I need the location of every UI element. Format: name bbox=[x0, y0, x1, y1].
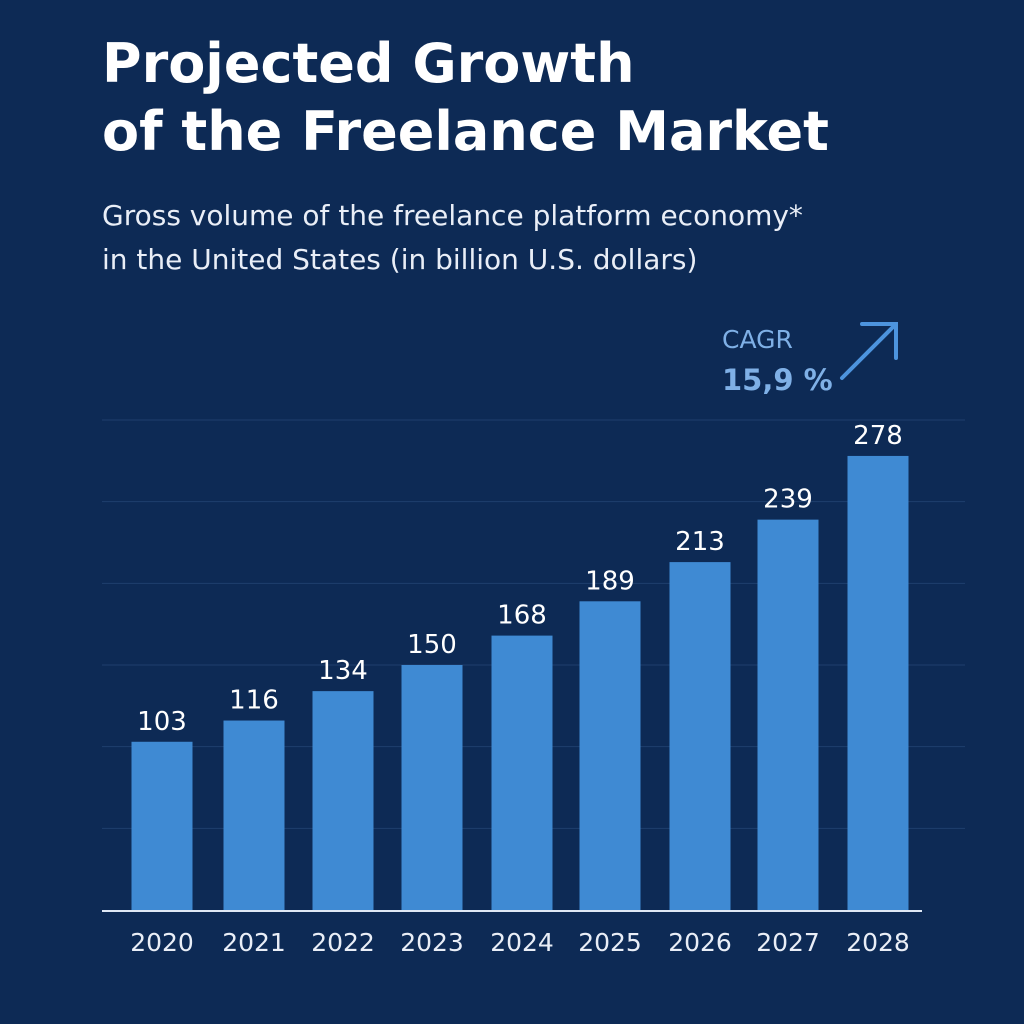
bar-2023 bbox=[401, 665, 463, 910]
data-label-2025: 189 bbox=[585, 566, 635, 596]
data-label-2023: 150 bbox=[407, 630, 457, 660]
x-tick-label-2025: 2025 bbox=[578, 928, 642, 957]
bar-2026 bbox=[669, 562, 731, 910]
arrow-up-right-icon bbox=[840, 322, 898, 380]
x-tick-label-2028: 2028 bbox=[846, 928, 910, 957]
bar-2020 bbox=[131, 741, 193, 910]
bar-2025 bbox=[579, 601, 641, 910]
bar-2027 bbox=[757, 519, 819, 910]
chart-subtitle-line-2: in the United States (in billion U.S. do… bbox=[102, 243, 698, 276]
chart-subtitle-line-1: Gross volume of the freelance platform e… bbox=[102, 199, 803, 232]
data-label-2022: 134 bbox=[318, 656, 368, 686]
cagr-annotation: CAGR 15,9 % bbox=[722, 322, 842, 402]
x-tick-label-2021: 2021 bbox=[222, 928, 286, 957]
bar-2022 bbox=[312, 691, 374, 910]
chart-subtitle: Gross volume of the freelance platform e… bbox=[102, 194, 962, 282]
bar-2021 bbox=[223, 720, 285, 910]
cagr-label: CAGR bbox=[722, 325, 793, 354]
chart-title: Projected Growth of the Freelance Market bbox=[102, 30, 962, 166]
data-label-2026: 213 bbox=[675, 527, 725, 557]
x-tick-label-2022: 2022 bbox=[311, 928, 375, 957]
bar-2024 bbox=[491, 635, 553, 910]
data-label-2028: 278 bbox=[853, 421, 903, 451]
chart-title-line-1: Projected Growth bbox=[102, 32, 635, 95]
data-label-2020: 103 bbox=[137, 707, 187, 737]
chart-title-line-2: of the Freelance Market bbox=[102, 100, 829, 163]
x-tick-label-2023: 2023 bbox=[400, 928, 464, 957]
data-label-2027: 239 bbox=[763, 485, 813, 515]
x-tick-label-2027: 2027 bbox=[756, 928, 820, 957]
x-tick-label-2024: 2024 bbox=[490, 928, 554, 957]
x-tick-label-2020: 2020 bbox=[130, 928, 194, 957]
x-tick-label-2026: 2026 bbox=[668, 928, 732, 957]
data-label-2021: 116 bbox=[229, 686, 279, 716]
bar-2028 bbox=[847, 455, 909, 910]
data-label-2024: 168 bbox=[497, 601, 547, 631]
cagr-value: 15,9 % bbox=[722, 363, 833, 397]
